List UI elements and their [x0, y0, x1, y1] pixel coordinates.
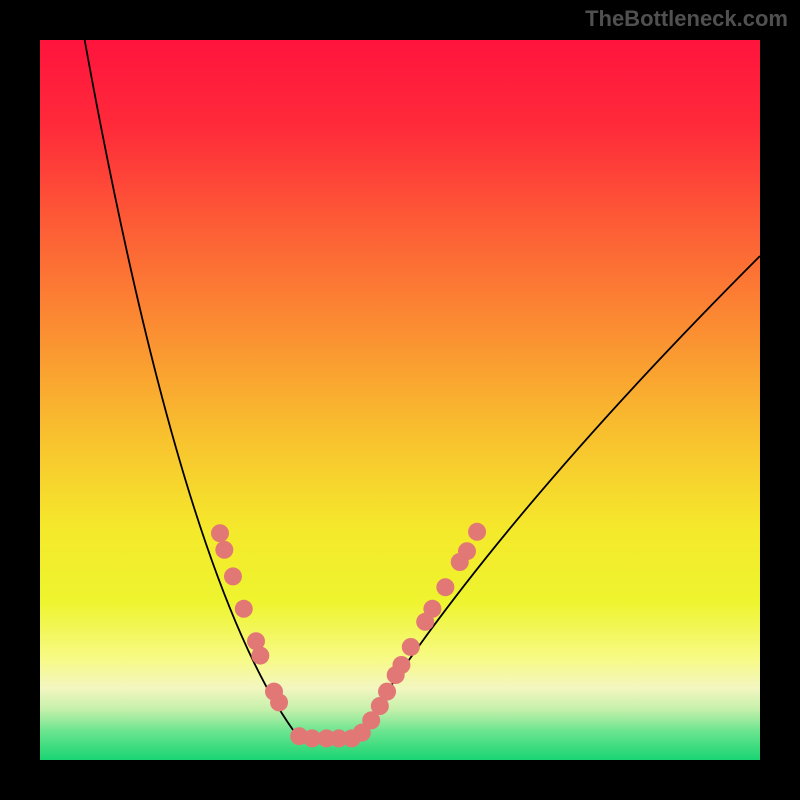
data-marker: [392, 656, 410, 674]
data-marker: [458, 542, 476, 560]
data-marker: [402, 638, 420, 656]
data-marker: [211, 524, 229, 542]
data-marker: [251, 647, 269, 665]
plot-svg: [40, 40, 760, 760]
plot-area: [40, 40, 760, 760]
data-marker: [235, 600, 253, 618]
data-marker: [215, 541, 233, 559]
data-marker: [436, 578, 454, 596]
data-marker: [378, 683, 396, 701]
data-marker: [224, 567, 242, 585]
chart-container: TheBottleneck.com: [0, 0, 800, 800]
watermark-text: TheBottleneck.com: [585, 6, 788, 32]
data-marker: [468, 523, 486, 541]
gradient-background: [40, 40, 760, 760]
data-marker: [270, 693, 288, 711]
data-marker: [423, 600, 441, 618]
